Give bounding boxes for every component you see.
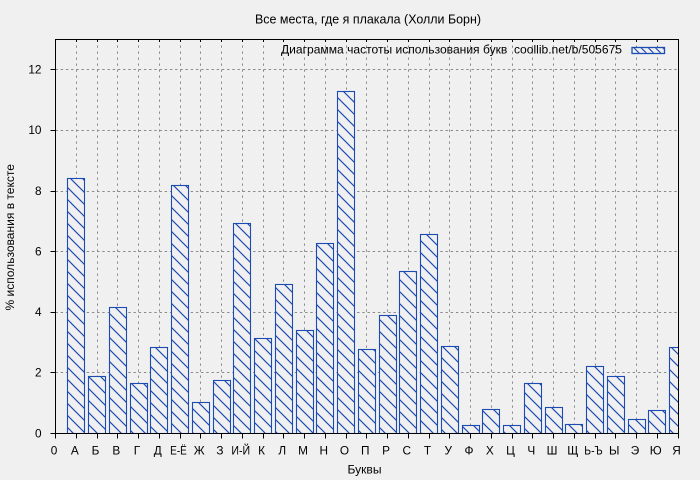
svg-text:У: У: [445, 444, 453, 458]
svg-text:Р: Р: [382, 444, 390, 458]
svg-text:Ч: Ч: [527, 444, 535, 458]
svg-text:Ы: Ы: [609, 444, 619, 458]
svg-text:Все места, где я плакала (Холл: Все места, где я плакала (Холли Борн): [255, 12, 481, 26]
svg-text:О: О: [340, 444, 349, 458]
svg-text:% использования в тексте: % использования в тексте: [3, 164, 17, 311]
svg-text:6: 6: [35, 245, 42, 259]
svg-text:С: С: [402, 444, 411, 458]
svg-text:М: М: [298, 444, 308, 458]
svg-text:Г: Г: [134, 444, 141, 458]
svg-text:12: 12: [28, 63, 41, 77]
svg-text:П: П: [361, 444, 369, 458]
svg-text:Э: Э: [631, 444, 640, 458]
svg-text:2: 2: [35, 366, 42, 380]
svg-text:Л: Л: [278, 444, 286, 458]
svg-text:Т: Т: [424, 444, 431, 458]
svg-text:К: К: [258, 444, 265, 458]
svg-text:А: А: [71, 444, 79, 458]
svg-text:Ж: Ж: [194, 444, 205, 458]
svg-text:4: 4: [35, 305, 42, 319]
svg-text:Н: Н: [319, 444, 328, 458]
svg-text:Ф: Ф: [465, 444, 474, 458]
svg-text:Ь-Ъ: Ь-Ъ: [584, 444, 602, 458]
svg-text:8: 8: [35, 184, 42, 198]
svg-text:0: 0: [51, 444, 58, 458]
svg-text:И-Й: И-Й: [231, 444, 250, 458]
svg-text:0: 0: [35, 426, 42, 440]
svg-text:З: З: [216, 444, 223, 458]
svg-text:Б: Б: [92, 444, 100, 458]
svg-text:Буквы: Буквы: [348, 463, 382, 477]
svg-text:Е-Ё: Е-Ё: [170, 444, 187, 458]
svg-text:Ц: Ц: [506, 444, 515, 458]
svg-text:Ш: Ш: [547, 444, 558, 458]
svg-text:В: В: [112, 444, 120, 458]
svg-text:Ю: Ю: [650, 444, 662, 458]
svg-text:Х: Х: [486, 444, 494, 458]
svg-text:Щ: Щ: [567, 444, 578, 458]
svg-text:Д: Д: [154, 444, 162, 458]
svg-text:Я: Я: [672, 444, 681, 458]
svg-text:Диаграмма частоты использовани: Диаграмма частоты использования букв coo…: [281, 43, 622, 57]
svg-text:10: 10: [28, 123, 42, 137]
